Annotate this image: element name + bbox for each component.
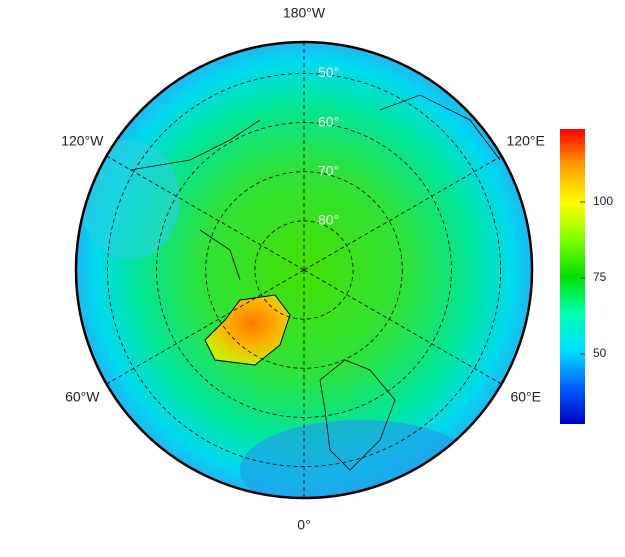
- colorbar-tick-label: 50: [593, 346, 607, 360]
- longitude-label: 0°: [297, 517, 310, 533]
- latitude-label: 60°: [318, 113, 339, 129]
- longitude-label: 60°W: [65, 389, 100, 405]
- graticule: 50° 60° 70° 80°: [106, 42, 502, 498]
- latitude-label: 50°: [318, 64, 339, 80]
- latitude-label: 80°: [318, 212, 339, 228]
- longitude-label: 120°W: [61, 133, 104, 149]
- latitude-label: 70°: [318, 162, 339, 178]
- longitude-label: 120°E: [507, 133, 545, 149]
- colorbar-tick-label: 100: [593, 194, 613, 208]
- longitude-label: 60°E: [510, 389, 541, 405]
- longitude-label: 180°W: [283, 5, 326, 21]
- map-border: [74, 40, 534, 500]
- colorbar-tick-label: 75: [593, 270, 607, 284]
- meridian: [106, 155, 305, 271]
- meridian: [303, 155, 502, 271]
- colorbar: [560, 129, 585, 424]
- meridian: [303, 269, 502, 385]
- meridian: [106, 269, 305, 385]
